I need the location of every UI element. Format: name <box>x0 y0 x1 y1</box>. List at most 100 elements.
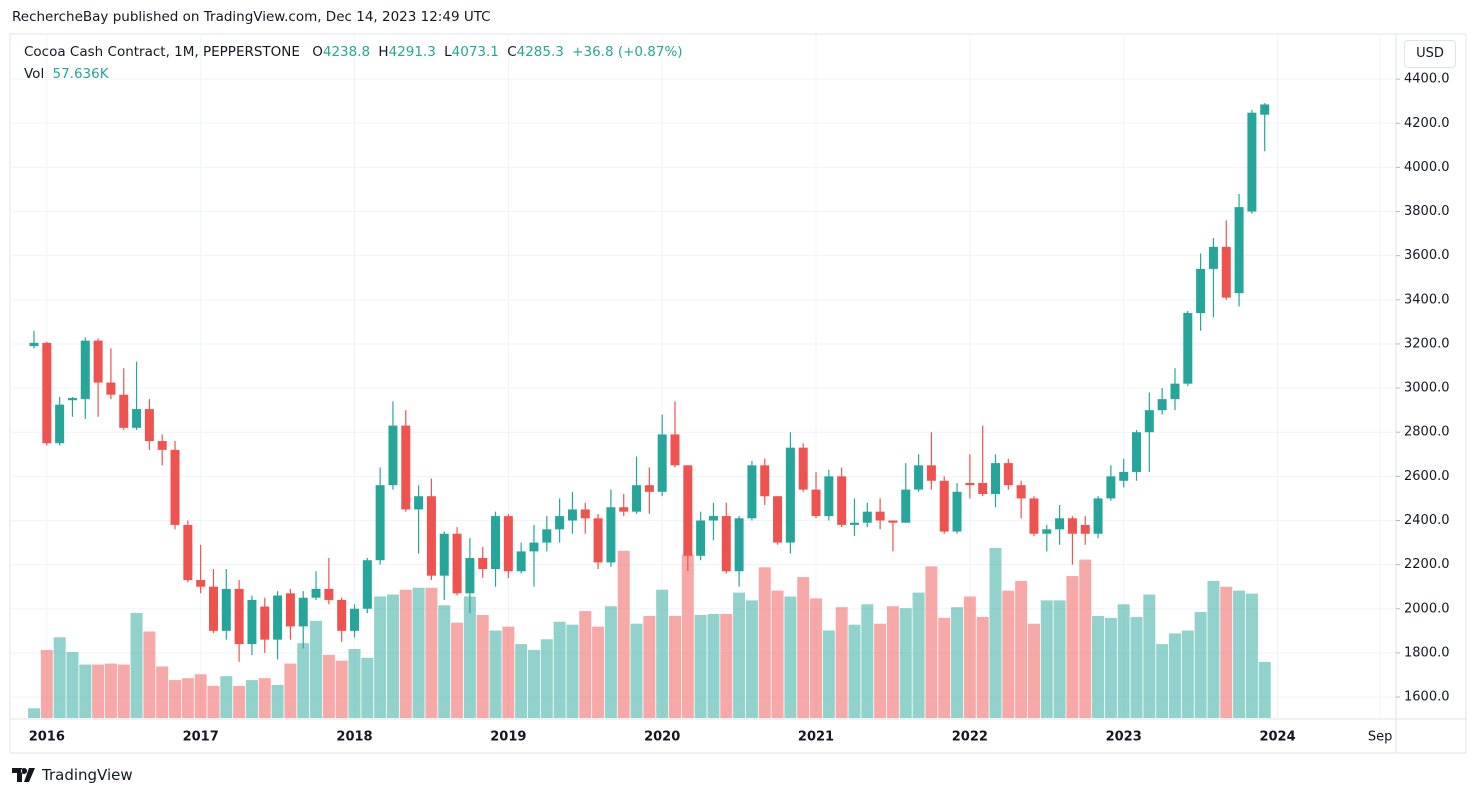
volume-bar <box>963 596 976 718</box>
candle-body <box>401 425 411 510</box>
volume-bar <box>361 657 374 718</box>
change: +36.8 (+0.87%) <box>572 44 683 60</box>
candle-body <box>593 518 603 563</box>
x-tick-label: 2020 <box>644 730 680 745</box>
candles <box>29 103 1270 662</box>
candle-body <box>670 434 680 466</box>
volume-bar <box>245 680 258 718</box>
volume-bar <box>1143 594 1156 718</box>
candle-body <box>708 516 718 521</box>
volume-bar <box>1130 616 1143 718</box>
volume-bar <box>1233 590 1246 718</box>
volume-legend: Vol 57.636K <box>24 66 113 82</box>
candle-body <box>273 595 283 640</box>
candle-body <box>55 404 65 444</box>
candle-body <box>926 465 936 481</box>
volume-bar <box>143 631 156 718</box>
candle-body <box>811 489 821 517</box>
legend-row: Cocoa Cash Contract, 1M, PEPPERSTONE O42… <box>24 44 691 60</box>
candle-body <box>747 465 757 519</box>
candle-body <box>555 516 565 530</box>
candle-body <box>952 491 962 532</box>
volume-bar <box>1040 600 1053 718</box>
volume-bar <box>489 630 502 718</box>
y-tick-label: 4200.0 <box>1404 116 1450 131</box>
candle-body <box>350 608 359 631</box>
volume-bar <box>271 684 284 718</box>
candle-body <box>491 516 501 570</box>
y-tick-label: 3000.0 <box>1404 381 1450 396</box>
x-tick-label: 2022 <box>952 730 988 745</box>
candle-body <box>901 489 911 523</box>
currency-button[interactable]: USD <box>1404 40 1456 68</box>
footer: TradingView <box>12 766 133 784</box>
candle-body <box>1055 518 1065 530</box>
candle-body <box>208 586 218 631</box>
volume-bar <box>540 639 553 718</box>
candle-body <box>247 599 257 645</box>
volume-bar <box>194 674 207 718</box>
candle-body <box>580 509 590 519</box>
volume-bar <box>1168 633 1181 718</box>
candle-body <box>311 588 321 598</box>
open-value: 4238.8 <box>322 44 371 60</box>
volume-bar <box>181 678 194 718</box>
x-tick-label: Sep <box>1368 730 1393 745</box>
x-tick-label: 2018 <box>336 730 372 745</box>
candle-body <box>542 529 552 543</box>
candle-body <box>324 588 334 600</box>
volume-bar <box>912 592 925 718</box>
y-tick-label: 3400.0 <box>1404 292 1450 307</box>
y-tick-label: 4400.0 <box>1404 72 1450 87</box>
candle-body <box>978 482 988 495</box>
candle-body <box>1042 529 1052 534</box>
ohlc: O4238.8 H4291.3 L4073.1 C4285.3 +36.8 (+… <box>312 44 686 60</box>
volume-bar <box>1258 661 1271 718</box>
volume-bar <box>476 614 489 718</box>
logo <box>12 768 35 782</box>
volume-bar <box>604 606 617 718</box>
volume-bar <box>630 623 643 718</box>
candle-body <box>875 511 885 521</box>
volume-bar <box>617 550 630 718</box>
candle-body <box>414 496 424 510</box>
candle-body <box>119 394 129 428</box>
candle-body <box>93 340 103 383</box>
candle-body <box>337 599 347 631</box>
l-label: L <box>444 44 452 60</box>
candle-body <box>1132 432 1142 472</box>
candle-body <box>1208 246 1218 269</box>
candle-body <box>965 482 975 486</box>
candle-body <box>1106 476 1116 499</box>
volume-bar <box>707 613 720 718</box>
candle-body <box>939 480 949 532</box>
volume-bar <box>810 598 823 718</box>
volume-bar <box>1027 623 1040 718</box>
volume-bar <box>553 621 566 718</box>
volume-bar <box>1015 580 1028 718</box>
volume-pane <box>28 547 1271 718</box>
volume-bar <box>1220 586 1233 718</box>
y-tick-label: 1800.0 <box>1404 645 1450 660</box>
close-value: 4285.3 <box>516 44 564 60</box>
volume-bar <box>40 649 53 718</box>
candle-body <box>849 522 859 525</box>
volume-bar <box>156 666 169 718</box>
candle-body <box>1170 383 1180 400</box>
candle-body <box>1260 104 1270 115</box>
volume-bar <box>169 680 182 718</box>
candle-body <box>862 511 872 523</box>
volume-bar <box>1245 593 1258 718</box>
candle-body <box>1067 518 1077 534</box>
candle-body <box>285 593 295 627</box>
candle-body <box>1029 498 1039 534</box>
volume-bar <box>886 606 899 718</box>
volume-bar <box>1066 576 1079 718</box>
volume-bar <box>669 615 681 718</box>
candle-body <box>132 409 142 428</box>
candle-body <box>80 340 90 400</box>
high-value: 4291.3 <box>388 44 436 60</box>
candle-body <box>734 518 744 572</box>
